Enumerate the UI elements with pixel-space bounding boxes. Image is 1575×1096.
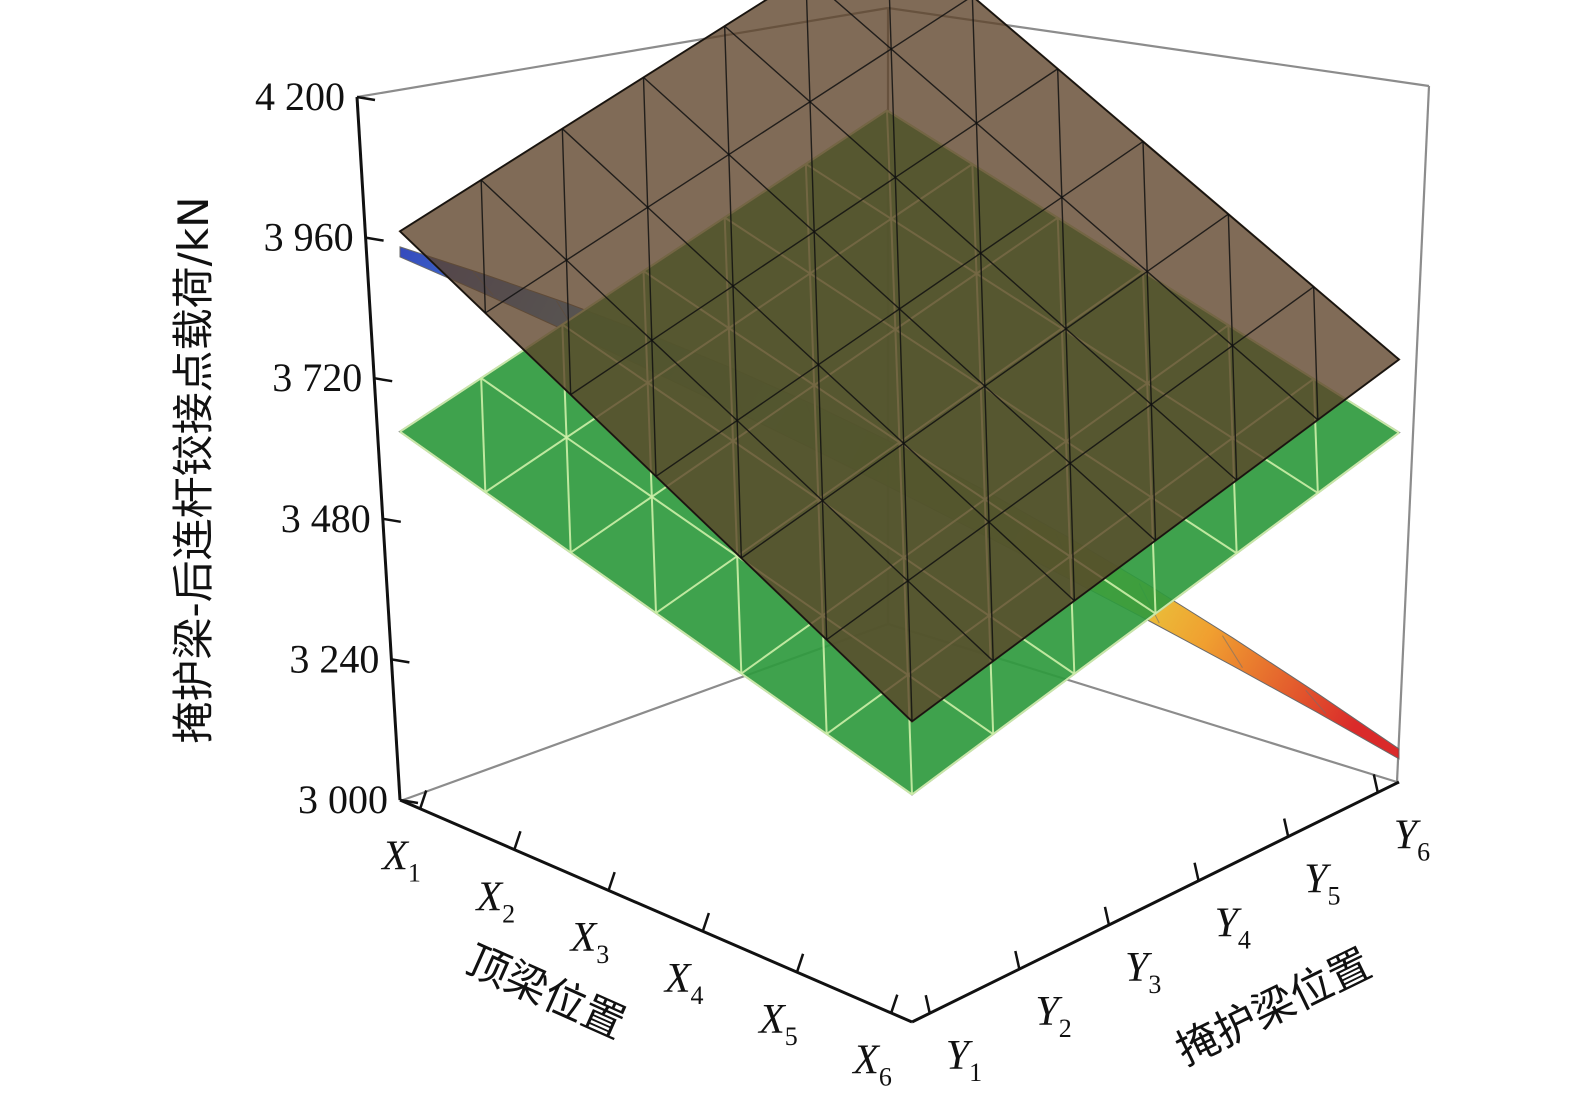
- y-ticks: Y1 Y2 Y3 Y4 Y5 Y6: [924, 774, 1430, 1087]
- x-tick-label: X3: [569, 915, 610, 969]
- z-tick-label: 3 720: [272, 355, 362, 400]
- mesh-diagonal: [736, 420, 743, 559]
- mesh-diagonal: [1065, 328, 1071, 464]
- z-tick-label: 3 960: [264, 215, 354, 260]
- surface-0: [398, 0, 1401, 723]
- y-tick-mark: [1193, 862, 1200, 881]
- y-tick-mark: [924, 994, 931, 1014]
- z-tick-mark: [399, 798, 419, 805]
- mesh-diagonal: [1312, 286, 1319, 420]
- y-axis-label: 掩护梁位置: [1169, 939, 1379, 1075]
- y-tick-label: Y3: [1125, 945, 1161, 999]
- right-vertical-edge: [1395, 85, 1431, 783]
- mesh-diagonal: [650, 496, 657, 614]
- mesh-diagonal: [1056, 68, 1063, 198]
- mesh-diagonal: [1142, 141, 1148, 272]
- mesh-diagonal: [1061, 197, 1067, 329]
- mesh-diagonal: [1069, 463, 1076, 601]
- mesh-diagonal: [480, 179, 487, 313]
- mesh-diagonal: [817, 364, 824, 501]
- mesh-diagonal: [809, 101, 815, 232]
- z-axis-label: 掩护梁-后连杆铰接点载荷/kN: [169, 196, 218, 743]
- y-tick-label: Y6: [1394, 812, 1430, 866]
- z-tick-label: 3 480: [281, 496, 371, 541]
- z-tick-label: 3 240: [289, 636, 379, 681]
- x-tick-label: X5: [757, 997, 798, 1051]
- z-tick-mark: [382, 517, 402, 524]
- mesh-diagonal: [1150, 404, 1157, 541]
- mesh-diagonal: [646, 207, 653, 341]
- mesh-diagonal: [971, 0, 978, 124]
- surface-0-mesh: [399, 0, 1400, 722]
- mesh-diagonal: [565, 437, 572, 553]
- mesh-diagonal: [805, 0, 811, 102]
- x-axis-line: [399, 798, 913, 1024]
- mesh-diagonal: [732, 286, 738, 421]
- y-tick-mark: [1282, 818, 1290, 837]
- y-tick-label: Y4: [1215, 901, 1251, 955]
- z-tick-label: 3 000: [298, 777, 388, 822]
- mesh-diagonal: [988, 522, 994, 662]
- mesh-diagonal: [1231, 345, 1238, 481]
- mesh-diagonal: [651, 340, 657, 477]
- y-tick-mark: [1103, 906, 1111, 926]
- x-tick-label: X6: [851, 1038, 892, 1092]
- z-axis-line: [355, 96, 402, 801]
- x-tick-label: X4: [663, 956, 704, 1010]
- axis-lines: [355, 96, 1400, 1024]
- mesh-diagonal: [642, 77, 649, 208]
- mesh-diagonal: [907, 580, 913, 722]
- x-tick-mark: [513, 830, 522, 850]
- mesh-diagonal: [565, 260, 572, 395]
- mesh-line: [1305, 689, 1327, 714]
- x-tick-mark: [607, 871, 616, 891]
- y-tick-label: Y1: [946, 1033, 982, 1087]
- mesh-diagonal: [1146, 271, 1153, 405]
- mesh-diagonal: [723, 26, 730, 155]
- mesh-diagonal: [894, 177, 901, 309]
- mesh-diagonal: [898, 308, 905, 444]
- mesh-diagonal: [561, 128, 568, 261]
- mesh-diagonal: [984, 386, 990, 523]
- z-tick-mark: [373, 376, 393, 383]
- mesh-diagonal: [480, 378, 487, 493]
- mesh-diagonal: [1227, 214, 1234, 346]
- mesh-diagonal: [813, 231, 820, 365]
- mesh-diagonal: [890, 48, 897, 178]
- z-tick-mark: [391, 658, 410, 664]
- surfaces: [398, 0, 1401, 796]
- y-tick-mark: [1014, 950, 1021, 970]
- mesh-diagonal: [975, 123, 982, 254]
- z-tick-mark: [356, 95, 376, 102]
- mesh-diagonal: [902, 443, 909, 581]
- mesh-diagonal: [821, 500, 828, 640]
- z-tick-label: 4 200: [255, 74, 345, 119]
- mesh-diagonal: [736, 556, 743, 674]
- mesh-diagonal: [888, 0, 892, 50]
- z-tick-mark: [365, 236, 384, 242]
- x-tick-mark: [890, 994, 899, 1014]
- x-tick-mark: [419, 790, 428, 809]
- mesh-line: [1222, 635, 1243, 668]
- y-tick-label: Y5: [1304, 857, 1340, 911]
- y-axis-line: [911, 780, 1400, 1024]
- y-tick-mark: [1372, 774, 1380, 793]
- x-tick-label: X1: [380, 833, 421, 887]
- mesh-diagonal: [979, 253, 986, 387]
- z-ticks: 3 000 3 240 3 480 3 720 3 960 4 200: [255, 74, 419, 822]
- x-tick-mark: [795, 953, 805, 973]
- x-ticks: X1 X2 X3 X4 X5 X6: [380, 790, 899, 1092]
- y-tick-label: Y2: [1035, 989, 1071, 1043]
- mesh-diagonal: [728, 154, 734, 287]
- x-tick-mark: [701, 912, 711, 932]
- x-tick-label: X2: [474, 874, 515, 928]
